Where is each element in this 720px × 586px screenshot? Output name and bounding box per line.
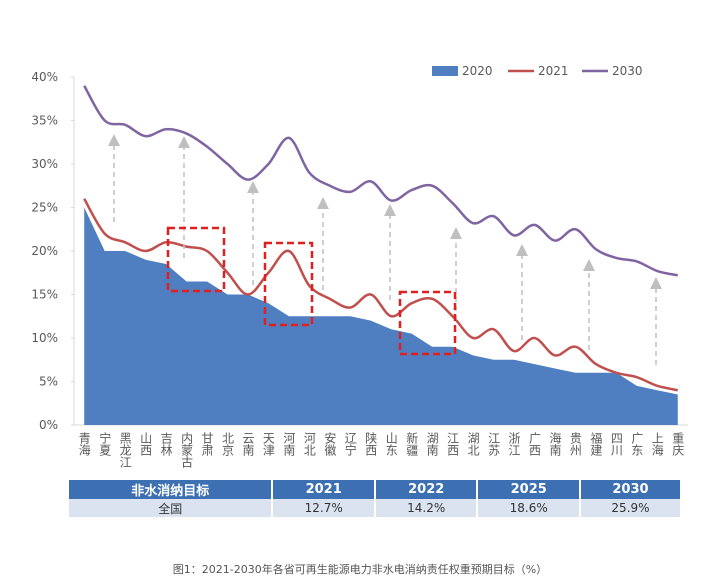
table-cell: 12.7% bbox=[271, 499, 375, 517]
x-tick-label: 北京 bbox=[221, 432, 235, 457]
x-tick-label: 吉林 bbox=[159, 432, 173, 456]
table-cell: 全国 bbox=[66, 499, 273, 517]
y-tick-label: 10% bbox=[31, 331, 58, 345]
target-table: 非水消纳目标 2021 2022 2025 2030 全国 12.7% 14.2% 18.6%… bbox=[66, 480, 680, 517]
y-tick-label: 20% bbox=[31, 244, 58, 258]
x-tick-label: 宁夏 bbox=[98, 431, 112, 456]
x-tick-label: 山西 bbox=[139, 432, 153, 456]
y-tick-label: 5% bbox=[39, 375, 58, 389]
table-header: 2022 bbox=[373, 480, 478, 499]
x-tick-label: 安徽 bbox=[323, 431, 337, 456]
x-tick-label: 福建 bbox=[589, 431, 603, 457]
y-tick-label: 25% bbox=[31, 201, 58, 215]
legend-label: 2021 bbox=[538, 64, 569, 78]
caption: 图1：2021-2030年各省可再生能源电力非水电消纳责任权重预期目标（%） bbox=[172, 563, 548, 576]
x-tick-label: 江苏 bbox=[487, 432, 501, 456]
x-tick-label: 四川 bbox=[609, 432, 623, 456]
line bbox=[83, 85, 679, 277]
x-tick-label: 黑龙江 bbox=[118, 432, 132, 468]
legend-label: 2030 bbox=[612, 64, 643, 78]
x-tick-label: 云南 bbox=[241, 432, 255, 456]
legend-label: 2020 bbox=[462, 64, 493, 78]
x-tick-label: 贵州 bbox=[568, 432, 582, 456]
y-tick-label: 35% bbox=[31, 114, 58, 128]
x-tick-label: 河北 bbox=[302, 432, 316, 457]
x-tick-label: 辽宁 bbox=[343, 432, 357, 456]
table-cell: 14.2% bbox=[373, 499, 478, 517]
legend-swatch bbox=[432, 66, 458, 76]
x-tick-label: 陕西 bbox=[364, 431, 378, 456]
table-header: 2021 bbox=[271, 480, 375, 499]
highlight-boxes bbox=[166, 226, 457, 356]
x-tick-label: 浙江 bbox=[507, 432, 521, 456]
table-header: 2025 bbox=[476, 480, 580, 499]
table-header: 非水消纳目标 bbox=[66, 480, 273, 499]
x-tick-label: 上海 bbox=[650, 432, 664, 456]
x-tick-label: 海南 bbox=[548, 431, 562, 456]
x-tick-label: 重庆 bbox=[671, 432, 685, 456]
x-tick-label: 甘肃 bbox=[200, 432, 214, 457]
y-tick-label: 0% bbox=[39, 418, 58, 432]
x-tick-label: 江西 bbox=[446, 432, 460, 456]
y-tick-label: 15% bbox=[31, 288, 58, 302]
x-tick-label: 河南 bbox=[282, 432, 296, 456]
y-tick-label: 40% bbox=[31, 70, 58, 84]
x-tick-label: 广西 bbox=[528, 432, 542, 456]
x-tick-label: 新疆 bbox=[405, 431, 419, 456]
table-cell: 18.6% bbox=[476, 499, 580, 517]
line bbox=[83, 198, 679, 392]
x-tick-label: 湖北 bbox=[466, 431, 480, 457]
x-tick-label: 青海 bbox=[77, 432, 91, 456]
x-tick-label: 天津 bbox=[261, 432, 275, 456]
area bbox=[84, 207, 678, 425]
x-tick-label: 广东 bbox=[630, 432, 644, 456]
table-cell: 25.9% bbox=[578, 499, 680, 517]
annotations bbox=[108, 134, 662, 365]
x-tick-label: 湖南 bbox=[425, 431, 439, 456]
table-header: 2030 bbox=[578, 480, 680, 499]
x-tick-label: 内蒙古 bbox=[180, 432, 194, 468]
chart: 0% 5% 10% 15% 20% 25% 30% 35% 40% 青海 宁夏 黑龙江 山西 吉林 内蒙古甘… bbox=[31, 64, 688, 468]
x-tick-label: 山东 bbox=[384, 432, 398, 456]
y-tick-label: 30% bbox=[31, 157, 58, 171]
